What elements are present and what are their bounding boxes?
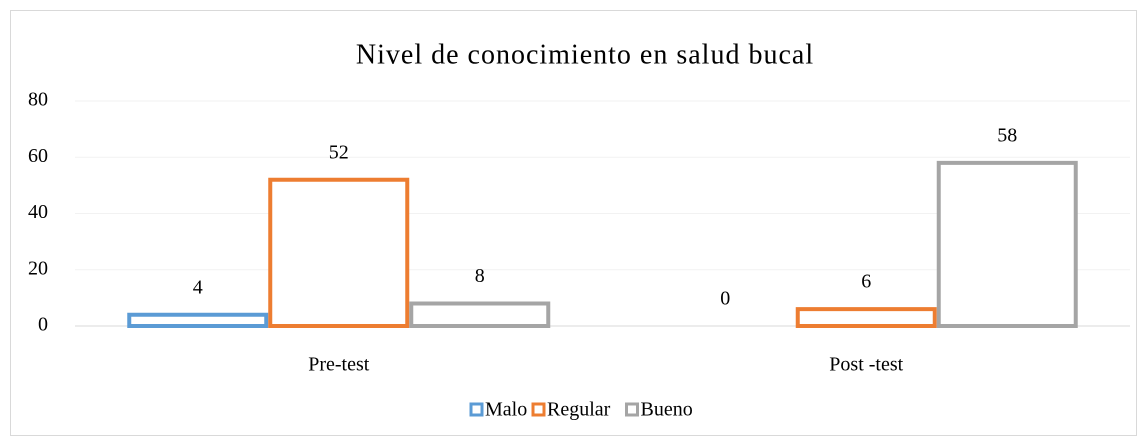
bar — [127, 312, 269, 328]
x-tick-label: Post -test — [829, 354, 903, 376]
legend-label: Regular — [547, 399, 611, 421]
bar — [795, 307, 937, 328]
y-tick-label: 80 — [28, 89, 48, 111]
data-label: 4 — [193, 276, 203, 298]
data-label: 52 — [329, 141, 349, 163]
data-label: 8 — [475, 265, 485, 287]
legend-label: Malo — [485, 399, 527, 421]
data-label: 0 — [720, 288, 730, 310]
bar — [268, 177, 410, 328]
chart-title: Nivel de conocimiento en salud bucal — [356, 39, 814, 70]
legend-swatch — [625, 402, 639, 417]
data-label: 58 — [997, 124, 1017, 146]
x-tick-label: Pre-test — [308, 354, 370, 376]
y-tick-label: 20 — [28, 257, 48, 279]
bar — [409, 301, 551, 328]
y-tick-label: 40 — [28, 201, 48, 223]
y-tick-label: 60 — [28, 145, 48, 167]
data-label: 6 — [861, 271, 871, 293]
bar — [936, 160, 1078, 328]
legend-swatch — [469, 402, 484, 417]
legend-label: Bueno — [641, 399, 693, 421]
legend-swatch — [531, 402, 546, 417]
y-tick-label: 0 — [38, 314, 48, 336]
